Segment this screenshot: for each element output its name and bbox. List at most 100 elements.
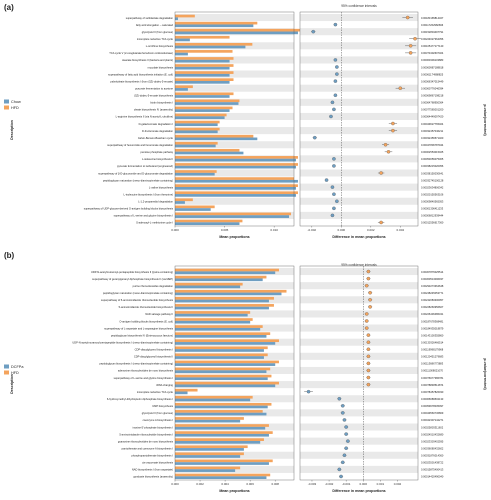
bar-group1 — [175, 405, 268, 409]
p-value-text: 0.00228260956607 — [421, 305, 444, 309]
p-value-text: 0.00152804497791 — [421, 30, 444, 34]
p-value-text: 0.00023303402595 — [421, 439, 444, 443]
bar-group1 — [175, 356, 264, 359]
bar-group2 — [175, 402, 272, 406]
row-stripe — [175, 112, 294, 120]
bar-group1 — [175, 391, 188, 395]
bar-group2 — [175, 156, 298, 159]
diff-row-stripe — [300, 282, 418, 290]
bar-group1 — [175, 278, 263, 282]
category-row: incomplete reductive TCA cycle 0.00224627… — [137, 35, 444, 42]
category-row: superpathway of hexuronide and hexuronat… — [107, 141, 444, 149]
category-label: L-isoleucine biosynthesis I (from threon… — [124, 192, 174, 196]
diff-x-tick-label: -0.002 — [325, 482, 334, 486]
p-value-text: 0.00224627364356 — [421, 37, 444, 41]
p-value-text: 0.00059678035097 — [421, 404, 444, 408]
p-value-text: 0.00307876025514 — [421, 270, 444, 274]
diff-point — [413, 36, 417, 41]
bar-group2 — [175, 28, 300, 32]
category-label: L-1,2-propanediol degradation — [138, 200, 173, 204]
category-row: superpathway of 5-aminoimidazole ribonuc… — [101, 296, 444, 304]
bar-group2 — [175, 275, 267, 279]
p-value-text: 0.00049627765404 — [421, 122, 444, 126]
p-value-text: 0.00032745100128 — [421, 178, 444, 182]
y-axis-title: Description — [10, 120, 14, 140]
diff-point — [335, 199, 339, 204]
category-row: inosine-5'-phosphate biosynthesis I 0.000… — [133, 423, 444, 431]
bar-group2 — [175, 346, 268, 350]
category-label: glycolysis III (from glucose) — [142, 30, 173, 34]
bar-group1 — [175, 144, 216, 148]
bar-group2 — [175, 304, 274, 307]
category-row: Calvin-Benson-Bassham cycle 0.00032456571… — [138, 134, 444, 141]
diff-point — [379, 171, 383, 175]
bar-group2 — [175, 71, 234, 74]
p-value-text: 0.00006812939444 — [421, 214, 444, 218]
bar-group2 — [175, 99, 240, 103]
bar-group2 — [175, 85, 193, 89]
diff-row-stripe — [300, 437, 418, 445]
category-label: glycolysis III (from glucose) — [142, 411, 173, 415]
bar-group1 — [175, 52, 188, 56]
p-value-text: 0.00117262982696 — [421, 23, 444, 27]
p-value-text: 0.00002553015025 — [421, 150, 444, 154]
bar-group2 — [175, 466, 241, 470]
diff-row-stripe — [300, 127, 418, 135]
bar-group1 — [175, 80, 230, 84]
diff-point — [366, 368, 371, 373]
p-value-text: 0.00023501438722 — [421, 461, 444, 465]
diff-point — [366, 340, 371, 344]
p-value-text: 0.00060776046394 — [421, 86, 444, 90]
diff-row-stripe — [300, 155, 418, 163]
bar-group1 — [175, 370, 267, 374]
diff-row-stripe — [300, 84, 418, 92]
x-axis-title: Mean proportions — [219, 235, 249, 239]
diff-point — [398, 86, 403, 90]
p-value-text: 0.00020150563106 — [421, 192, 444, 196]
diff-row-stripe — [300, 338, 418, 346]
category-label: NAD biosynthesis I (from aspartate) — [132, 468, 173, 472]
bar-group1 — [175, 59, 230, 63]
diff-point — [324, 178, 329, 182]
p-value-text: 0.00061174988825 — [421, 72, 444, 76]
category-row: superpathway of geranylgeranyl diphospha… — [92, 275, 444, 282]
category-label: (5Z)-dodec-5-enoate biosynthesis — [134, 94, 173, 98]
bar-group1 — [175, 334, 267, 338]
category-row: 6-hydroxymethyl-dihydropterin diphosphat… — [107, 395, 444, 403]
bar-group1 — [175, 327, 261, 331]
bar-group2 — [175, 311, 251, 314]
diff-point — [366, 269, 371, 274]
category-row: L-ornithine biosynthesis 0.00105477177140 — [146, 42, 444, 50]
bar-group1 — [175, 66, 230, 70]
x-axis-title: Mean proportions — [219, 489, 249, 493]
diff-point — [383, 142, 388, 147]
diff-point — [333, 58, 338, 62]
bar-group2 — [175, 170, 217, 173]
p-value-text: 0.00105477177140 — [421, 44, 444, 48]
p-value-text: 0.00024510432680 — [421, 432, 444, 436]
category-label: 5-aminoimidazole ribonucleotide biosynth… — [119, 432, 173, 436]
diff-row-stripe — [300, 112, 418, 120]
x-tick-label: 0.010 — [270, 228, 278, 232]
category-row: NAD biosynthesis I (from aspartate) 0.000… — [132, 465, 444, 473]
diff-point — [332, 192, 336, 196]
bar-group1 — [175, 469, 236, 472]
bar-group1 — [175, 186, 296, 190]
bar-group1 — [175, 73, 230, 77]
p-value-text: 0.00031876014360 — [421, 454, 444, 458]
diff-row-stripe — [300, 98, 418, 106]
category-row: mycolate biosynthesis 0.00060987188818 — [148, 64, 444, 70]
diff-x-tick-label: -0.003 — [308, 482, 317, 486]
p-value-text: 0.00187678368481 — [421, 319, 444, 323]
p-value-text: 0.00064768950364 — [421, 101, 444, 105]
category-label: superpathway of fatty acid biosynthesis … — [108, 72, 173, 76]
bar-group2 — [175, 120, 220, 124]
category-label: gondoate biosynthesis (anaerobic) — [133, 475, 173, 479]
diff-point — [386, 150, 391, 154]
diff-point — [332, 157, 336, 161]
diff-row-stripe — [300, 324, 418, 332]
category-label: L-isoleucine biosynthesis II — [142, 157, 173, 161]
category-label: UDP-N-acetylmuramoyl-pentapeptide biosyn… — [72, 340, 173, 344]
bar-group2 — [175, 360, 279, 364]
diff-x-tick-label: -0.001 — [342, 482, 351, 486]
